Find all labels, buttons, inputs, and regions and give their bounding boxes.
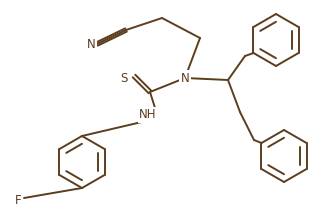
Text: N: N — [87, 38, 95, 50]
Text: S: S — [120, 71, 128, 85]
Text: NH: NH — [139, 109, 157, 121]
Text: N: N — [181, 71, 189, 85]
Text: F: F — [15, 194, 21, 206]
